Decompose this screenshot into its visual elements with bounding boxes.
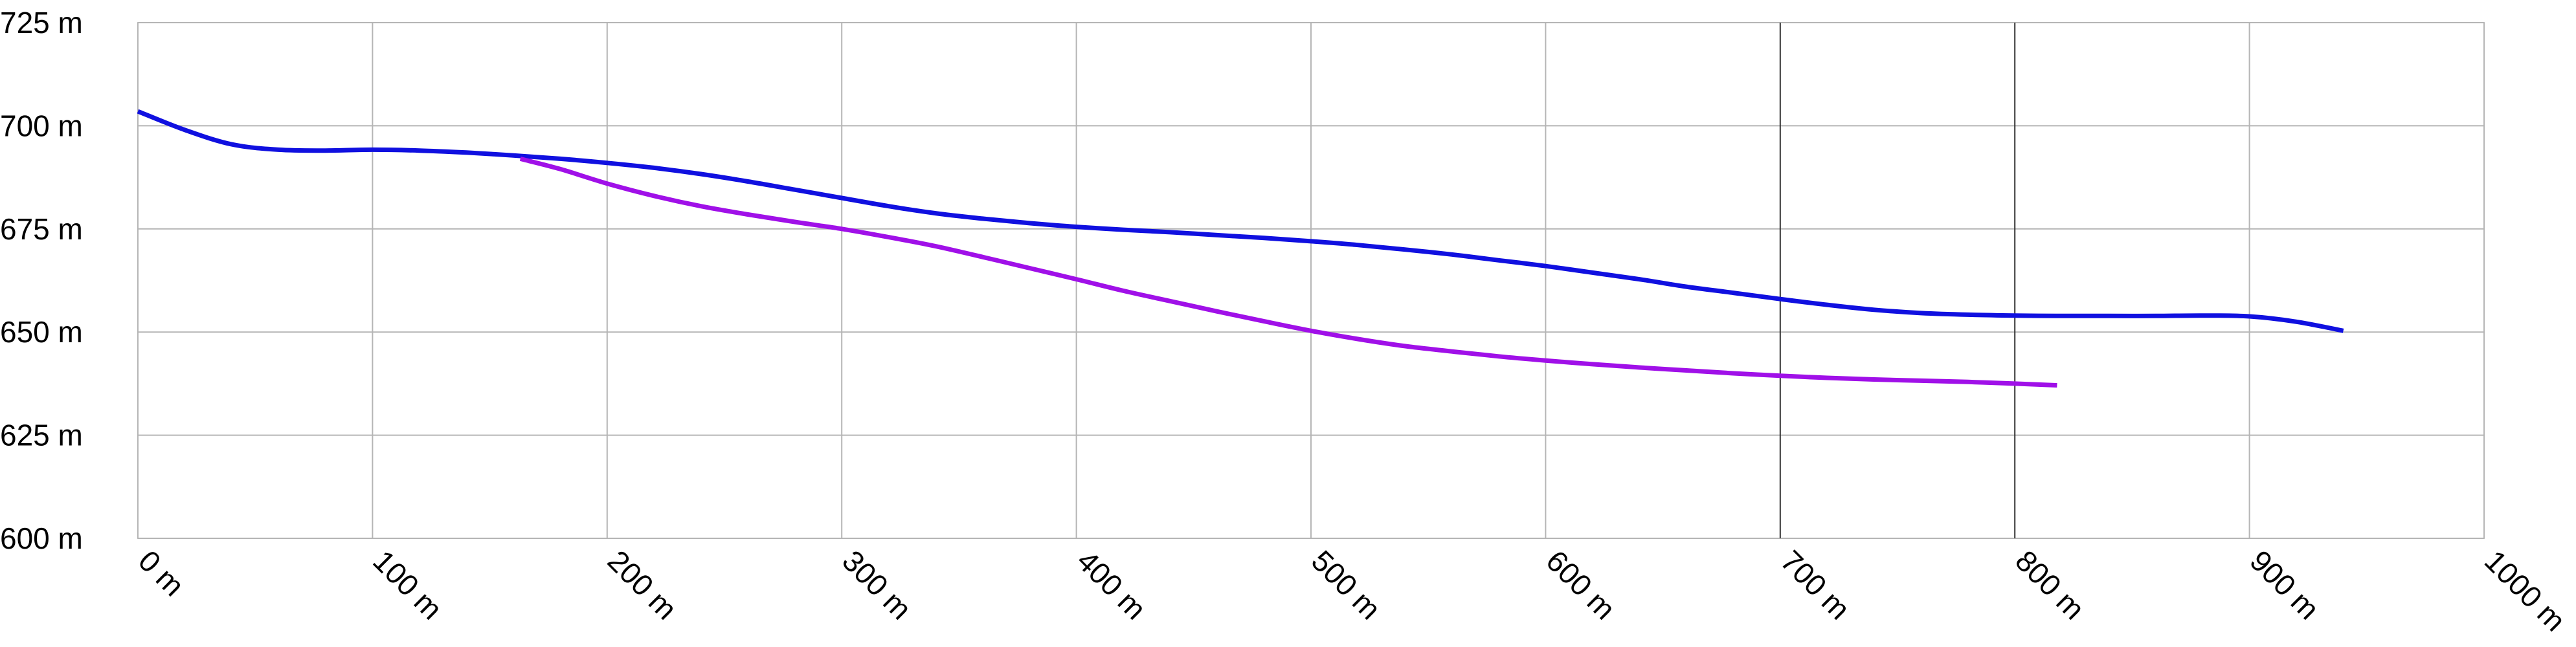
x-tick-label: 200 m: [601, 543, 684, 626]
series-line: [137, 109, 2344, 333]
y-axis-labels: 600 m 625 m 650 m 675 m 700 m 725 m: [0, 6, 83, 555]
x-tick-label: 300 m: [836, 543, 918, 626]
x-tick-label: 900 m: [2244, 543, 2326, 626]
x-tick-label: 100 m: [366, 543, 449, 626]
x-axis-labels: 0 m 100 m 200 m 300 m 400 m 500 m 600 m 700 m 80…: [132, 543, 2572, 637]
x-tick-label: 1000 m: [2478, 543, 2572, 637]
y-tick-label: 700 m: [0, 109, 83, 142]
y-tick-label: 650 m: [0, 315, 83, 349]
x-tick-label: 500 m: [1305, 543, 1387, 626]
y-tick-label: 625 m: [0, 419, 83, 452]
y-tick-label: 675 m: [0, 212, 83, 246]
x-tick-label: 400 m: [1071, 543, 1153, 626]
y-tick-label: 600 m: [0, 521, 83, 555]
y-tick-label: 725 m: [0, 6, 83, 39]
series-layer: [137, 109, 2344, 388]
series-line: [519, 157, 2057, 388]
grid-lines: [137, 22, 2485, 539]
x-tick-label: 0 m: [132, 543, 191, 602]
x-tick-label: 700 m: [1775, 543, 1857, 626]
x-tick-label: 600 m: [1540, 543, 1622, 626]
x-tick-label: 800 m: [2009, 543, 2091, 626]
